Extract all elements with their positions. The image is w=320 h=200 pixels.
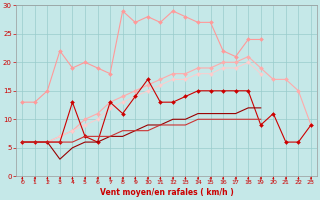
X-axis label: Vent moyen/en rafales ( km/h ): Vent moyen/en rafales ( km/h ): [100, 188, 234, 197]
